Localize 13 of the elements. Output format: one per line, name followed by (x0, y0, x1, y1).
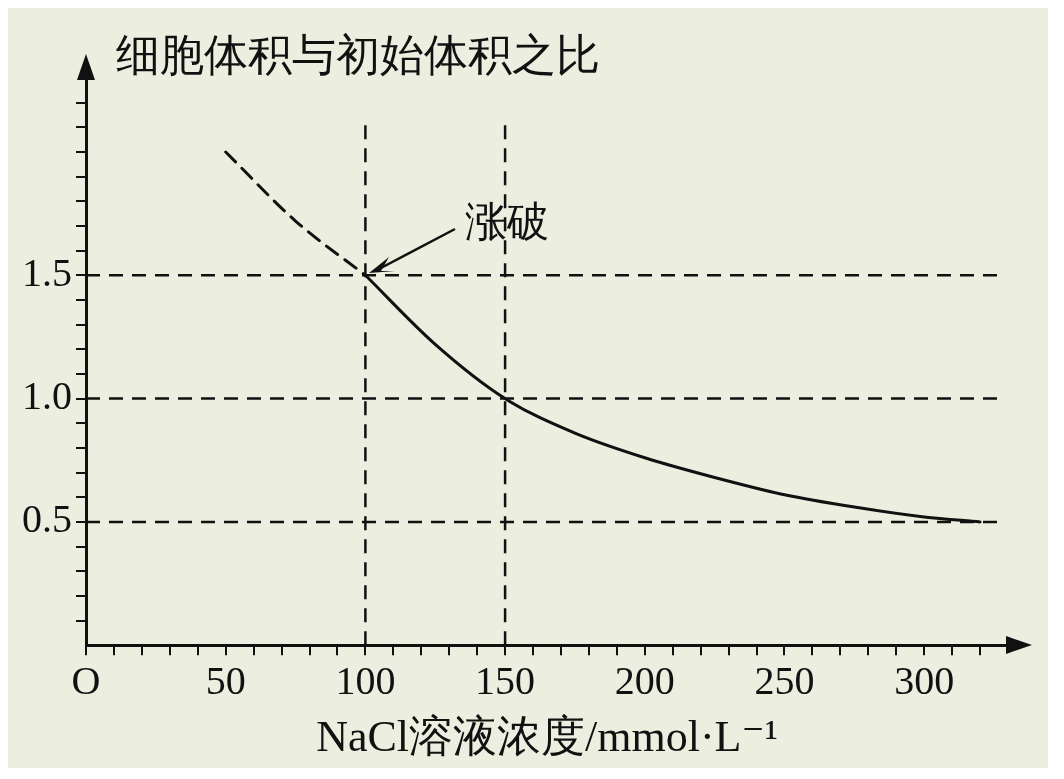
x-tick-label: 100 (335, 657, 396, 703)
x-tick-label: 200 (614, 657, 675, 703)
x-tick-label: 250 (754, 657, 815, 703)
y-tick-label: 1.5 (22, 249, 72, 295)
y-axis-title: 细胞体积与初始体积之比 (116, 30, 600, 80)
x-tick-label: O (71, 657, 101, 703)
y-tick-label: 0.5 (22, 496, 72, 542)
annotation: 涨破 (465, 199, 550, 246)
x-tick-label: 50 (205, 657, 246, 703)
x-tick-label: 300 (894, 657, 955, 703)
x-tick-label: 150 (475, 657, 536, 703)
x-axis-title: NaCl溶液浓度/mmol·L⁻¹ (316, 712, 778, 762)
y-tick-label: 1.0 (22, 373, 72, 419)
